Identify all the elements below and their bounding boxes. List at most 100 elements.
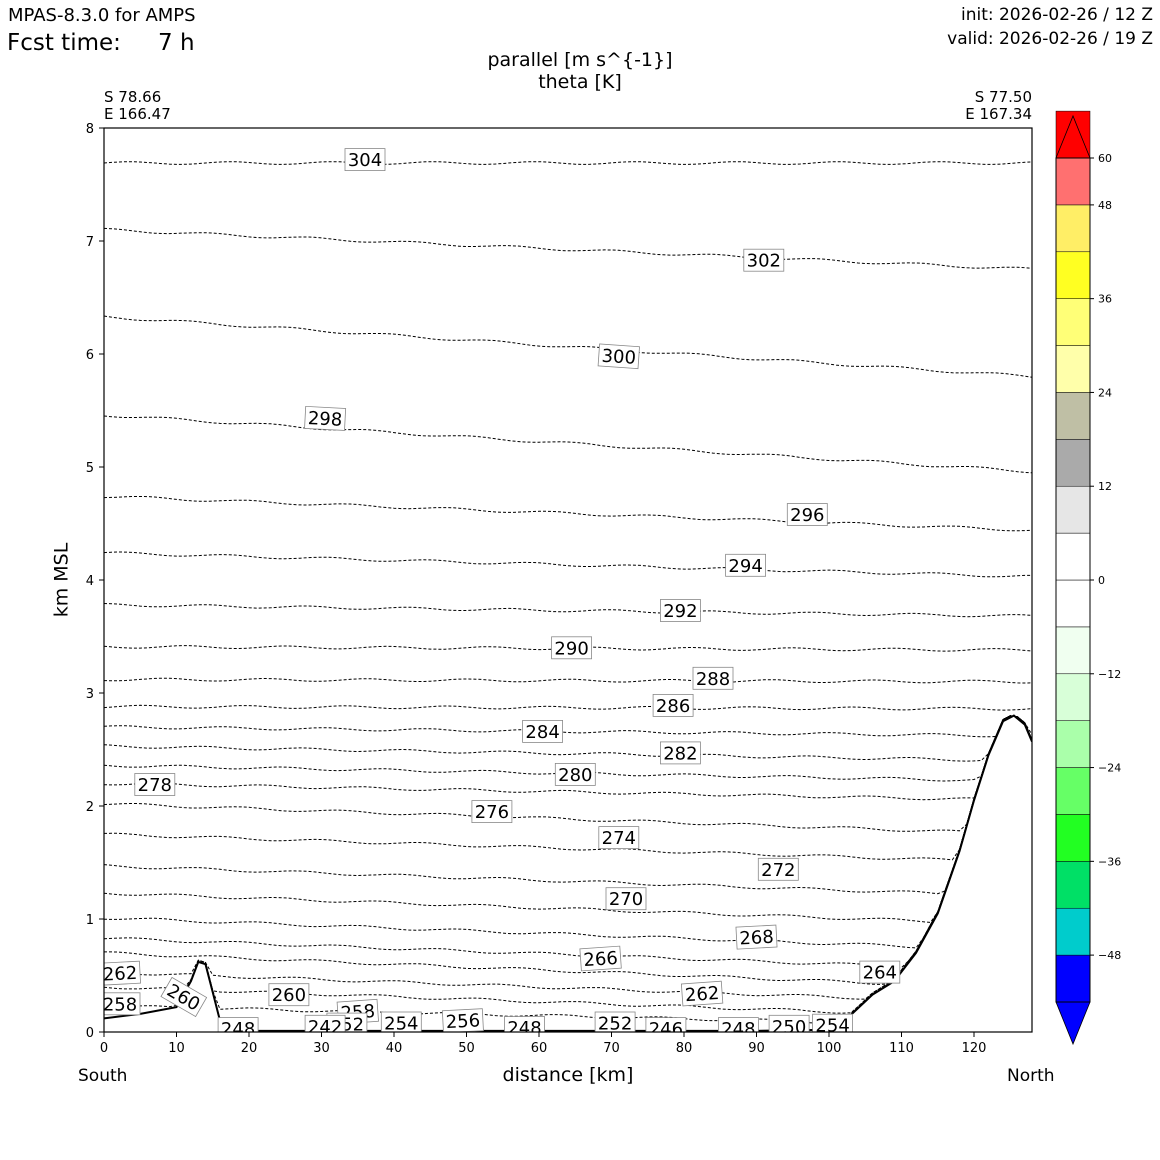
contour-label: 296	[786, 503, 828, 526]
y-tick-label: 4	[86, 574, 94, 589]
contour-label-box	[554, 763, 596, 786]
x-axis-label: distance [km]	[502, 1064, 634, 1086]
contour-label-text: 262	[684, 983, 720, 1006]
contour-label: 262	[104, 960, 141, 986]
contour-label-text: 270	[609, 889, 643, 910]
contour-label-text: 246	[649, 1019, 683, 1040]
contour-label-text: 296	[790, 505, 824, 526]
colorbar-segment	[1055, 720, 1091, 768]
x-tick-label: 110	[889, 1041, 914, 1056]
chart-subtitle: theta [K]	[538, 71, 622, 93]
contour-label-box	[471, 800, 513, 823]
contour-label: 260	[268, 983, 310, 1007]
contour-label-box	[652, 694, 694, 717]
contour-label: 294	[725, 553, 766, 577]
forecast-time-label: Fcst time:	[7, 30, 121, 56]
colorbar-tick-label: −24	[1098, 762, 1121, 775]
contour-label-box	[104, 992, 141, 1016]
y-tick-label: 1	[86, 913, 94, 928]
contour-labels: 304 302 300 298 296 294 292 290 288 286 284 282 280 2…	[103, 148, 901, 1040]
contour-label: 300	[597, 343, 640, 370]
y-tick-label: 3	[86, 687, 94, 702]
start-direction-label: South	[78, 1066, 128, 1086]
contour-label: 284	[522, 720, 563, 743]
theta-contour-274	[104, 715, 1032, 861]
theta-contour-264	[104, 715, 1032, 985]
theta-contour-284	[104, 715, 1032, 738]
theta-contour-286	[104, 704, 1032, 711]
theta-contour-272	[104, 715, 1032, 895]
theta-contour-262	[104, 715, 1032, 1000]
y-tick-label: 2	[86, 800, 94, 815]
contour-label-text: 304	[348, 150, 382, 171]
theta-contours	[104, 161, 1032, 1024]
y-axis: 0 1 2 3 4 5 6 7 8	[86, 122, 104, 1041]
contour-label: 274	[598, 826, 640, 849]
y-tick-label: 8	[86, 122, 94, 137]
contour-label: 302	[743, 248, 785, 272]
contour-label-text: 248	[507, 1018, 541, 1039]
theta-contour-266	[104, 715, 1032, 969]
contour-label-box	[786, 503, 828, 526]
colorbar-segment	[1055, 532, 1091, 581]
x-axis: 0 10 20 30 40 50 60 70 80 90 100 110 120	[100, 1032, 986, 1056]
contour-label-text: 264	[863, 963, 897, 984]
colorbar-segment	[1055, 298, 1091, 346]
contour-label: 276	[471, 800, 513, 823]
contour-label-text: 280	[558, 765, 592, 786]
colorbar-segment	[1055, 673, 1091, 721]
contour-label-box	[725, 553, 766, 577]
contour-label-text: 248	[221, 1019, 255, 1040]
start-latitude: S 78.66	[104, 88, 162, 106]
contour-label-box	[268, 983, 310, 1007]
contour-label-box	[692, 666, 734, 690]
contour-label-text: 286	[656, 696, 690, 717]
colorbar-tick-label: −36	[1098, 855, 1121, 868]
colorbar-segment	[1055, 439, 1091, 487]
contour-label-box	[743, 248, 785, 272]
contour-label-box	[812, 1013, 853, 1032]
contour-label-box	[304, 405, 347, 431]
colorbar-tick-label: −48	[1098, 949, 1121, 962]
colorbar-segment	[1055, 626, 1091, 675]
x-tick-label: 10	[168, 1041, 185, 1056]
colorbar-segment	[1055, 251, 1091, 299]
contour-label: 278	[134, 773, 176, 796]
theta-contour-268	[104, 715, 1032, 949]
contour-label-box	[680, 980, 724, 1007]
theta-contour-288	[104, 677, 1032, 684]
colorbar-tick-label: 12	[1098, 480, 1112, 493]
contour-label-text: 254	[384, 1014, 418, 1035]
contour-label-box	[757, 857, 799, 881]
theta-contour-304	[104, 161, 1032, 165]
theta-contour-270	[104, 715, 1032, 923]
x-tick-label: 60	[531, 1041, 548, 1056]
contour-label-box	[551, 636, 592, 660]
contour-label-text: 250	[772, 1017, 806, 1038]
contour-label-text: 248	[721, 1019, 755, 1040]
x-tick-label: 50	[458, 1041, 475, 1056]
contour-label: 270	[605, 887, 647, 910]
contour-label: 298	[304, 405, 347, 431]
end-latitude: S 77.50	[974, 88, 1032, 106]
contour-label-text: 252	[598, 1014, 632, 1035]
contour-label-text: 254	[815, 1016, 849, 1037]
contour-label-text: 256	[445, 1010, 480, 1033]
y-tick-label: 7	[86, 235, 94, 250]
contour-label-box	[597, 343, 640, 370]
contour-label-text: 294	[728, 556, 762, 577]
colorbar-segment	[1055, 907, 1091, 956]
contour-label: 268	[735, 924, 778, 950]
contour-label: 262	[680, 980, 724, 1007]
contour-label-text: 258	[103, 994, 137, 1015]
theta-contour-296	[104, 496, 1032, 532]
contour-label: 266	[579, 945, 622, 972]
contour-label-text: 260	[272, 985, 306, 1006]
contour-label-box	[718, 1017, 759, 1032]
contour-label-box	[859, 960, 901, 984]
theta-contour-282	[104, 715, 1032, 762]
theta-contour-280	[104, 715, 1032, 782]
colorbar-segment	[1055, 814, 1091, 862]
x-tick-label: 70	[603, 1041, 620, 1056]
